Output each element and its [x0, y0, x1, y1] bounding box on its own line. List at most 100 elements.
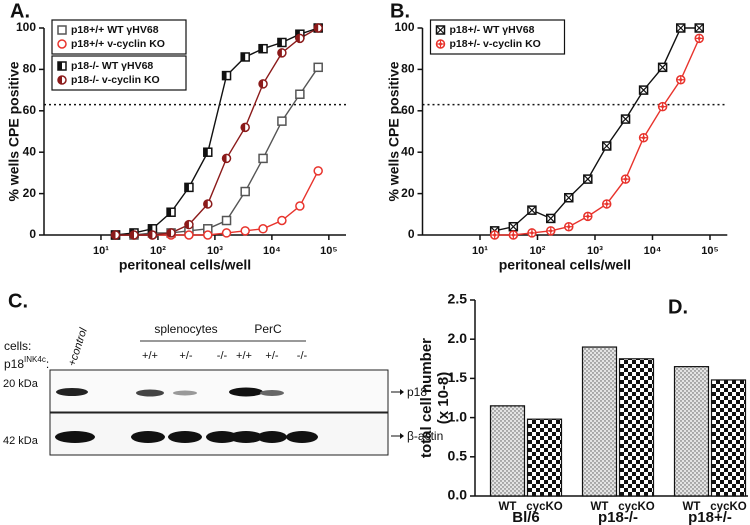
- y-axis-label: % wells CPE positive: [6, 61, 22, 201]
- marker: [313, 23, 323, 33]
- y-tick-label: 1.5: [448, 369, 468, 385]
- marker-shape: [313, 166, 323, 176]
- marker: [258, 79, 268, 89]
- bar: [581, 346, 618, 497]
- bar: [710, 379, 747, 497]
- marker: [638, 132, 649, 143]
- marker: [57, 25, 67, 35]
- marker-fill: [167, 208, 172, 217]
- marker: [258, 43, 268, 54]
- marker-fill: [148, 224, 153, 233]
- marker: [508, 230, 519, 240]
- y-tick-label: 0.5: [448, 448, 468, 464]
- genotype: -/-: [297, 350, 308, 362]
- marker-shape: [240, 186, 250, 197]
- legend-label: p18+/+ WT γHV68: [71, 24, 159, 36]
- marker-shape: [203, 230, 213, 240]
- marker-fill: [111, 231, 116, 239]
- legend-label: p18-/- WT γHV68: [71, 60, 153, 72]
- x-tick-label: 10⁵: [320, 245, 337, 257]
- legend-label: p18+/+ v-cyclin KO: [71, 38, 165, 50]
- x-tick-label: 10²: [530, 245, 546, 257]
- marker: [57, 61, 67, 71]
- marker: [184, 182, 194, 193]
- marker: [694, 23, 704, 33]
- marker-fill: [259, 44, 264, 53]
- marker-dot: [661, 105, 665, 109]
- genotype: -/-: [217, 350, 228, 362]
- marker: [240, 186, 250, 197]
- cells-label: cells:: [4, 339, 31, 353]
- x-tick-label: 10³: [207, 245, 223, 257]
- marker: [277, 48, 287, 58]
- y-tick-label: 100: [394, 20, 414, 34]
- marker-cross: [639, 85, 649, 95]
- marker-cross: [527, 205, 537, 215]
- marker-fill: [58, 62, 62, 70]
- series-line: [115, 66, 319, 236]
- marker: [221, 215, 232, 226]
- marker: [203, 147, 213, 157]
- blot-panel: C. cells: p18INK4c: +control splenocytes…: [3, 290, 443, 456]
- marker: [583, 174, 593, 184]
- group-label: Bl/6: [512, 509, 540, 525]
- panel-label: A.: [10, 0, 30, 22]
- marker-dot: [697, 36, 701, 40]
- marker: [258, 224, 268, 234]
- band-label: β-actin: [407, 429, 443, 443]
- marker: [313, 62, 323, 73]
- y-tick-label: 100: [16, 20, 36, 34]
- marker: [221, 228, 232, 238]
- marker-cross: [676, 23, 686, 33]
- legend-box: [429, 19, 566, 55]
- band: [286, 431, 318, 443]
- marker: [295, 33, 305, 44]
- group-label: p18-/-: [598, 509, 638, 525]
- marker: [675, 23, 686, 33]
- y-tick-label: 2.0: [448, 330, 468, 346]
- genotype: +/+: [142, 350, 158, 362]
- y-tick-label: 20: [401, 186, 415, 200]
- marker: [545, 226, 556, 236]
- marker: [489, 230, 500, 240]
- group-label: p18+/-: [688, 509, 732, 525]
- series-line: [494, 38, 700, 236]
- panel-label: D.: [668, 296, 688, 318]
- x-tick-label: WT: [591, 501, 609, 513]
- x-tick-label: 10⁵: [701, 245, 718, 257]
- blot-strip: [49, 369, 389, 413]
- marker-fill: [295, 34, 300, 43]
- legend-label: p18+/- v-cyclin KO: [450, 38, 541, 50]
- marker-shape: [57, 39, 67, 49]
- arrow-head: [400, 389, 404, 395]
- marker-shape: [277, 116, 287, 126]
- marker: [184, 230, 194, 240]
- marker: [166, 207, 176, 217]
- group-label: splenocytes: [154, 322, 217, 336]
- marker: [57, 75, 67, 85]
- marker-dot: [549, 229, 553, 233]
- marker-shape: [258, 153, 268, 164]
- control-label: +control: [66, 326, 90, 368]
- marker: [240, 52, 250, 62]
- genotype: +/+: [236, 350, 252, 362]
- panel-label: B.: [390, 0, 410, 22]
- marker: [166, 228, 176, 238]
- marker-cross: [546, 214, 556, 223]
- arrow-head: [400, 433, 404, 439]
- marker: [240, 122, 250, 133]
- y-axis-label: % wells CPE positive: [386, 61, 402, 201]
- marker-shape: [184, 230, 194, 240]
- band: [55, 431, 95, 443]
- marker-shape: [240, 226, 250, 236]
- marker: [435, 39, 446, 49]
- marker: [583, 211, 593, 222]
- marker: [240, 226, 250, 236]
- marker-dot: [567, 225, 571, 229]
- legend-label: p18-/- v-cyclin KO: [71, 74, 160, 86]
- x-tick-label: WT: [499, 501, 517, 513]
- y-tick-label: 80: [401, 62, 415, 76]
- marker-fill: [222, 154, 227, 163]
- x-axis-label: peritoneal cells/well: [499, 257, 631, 273]
